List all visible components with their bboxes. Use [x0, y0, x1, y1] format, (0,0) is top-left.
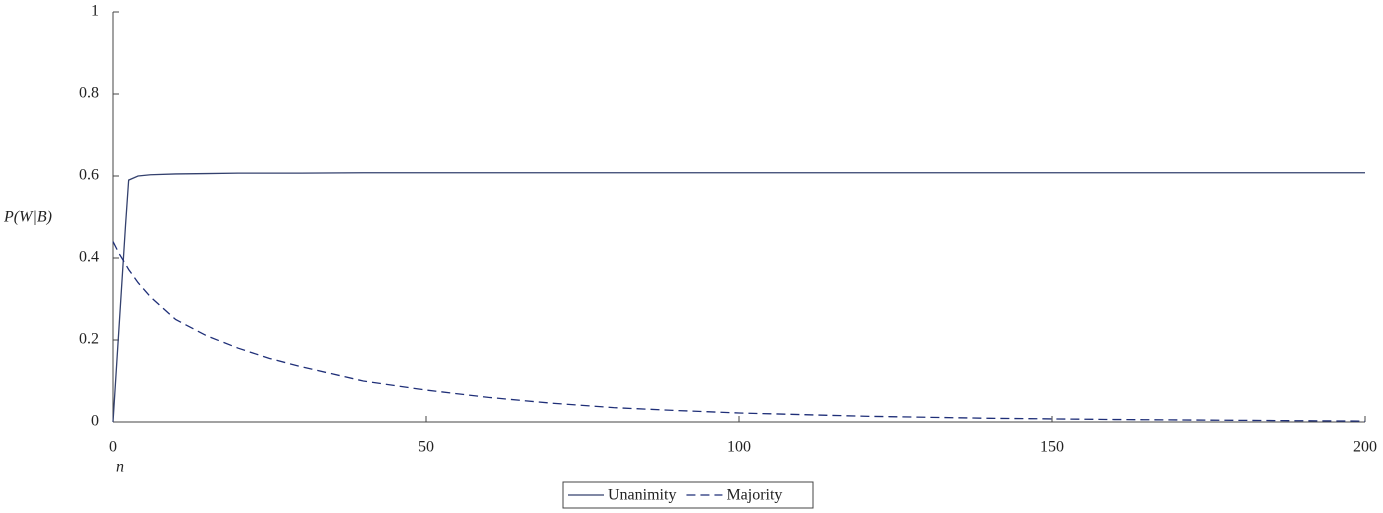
- y-axis-label: P(W|B): [3, 209, 52, 226]
- x-tick-label: 100: [727, 439, 751, 456]
- legend: Unanimity Majority: [562, 481, 814, 509]
- y-tick-label: 0.6: [79, 167, 99, 184]
- y-tick-label: 0.2: [79, 331, 99, 348]
- y-tick-label: 1: [91, 3, 99, 20]
- x-tick-label: 150: [1040, 439, 1064, 456]
- legend-label: Unanimity: [608, 487, 676, 504]
- legend-label: Majority: [726, 487, 782, 504]
- x-tick-label: 50: [418, 439, 434, 456]
- line: [112, 241, 1366, 422]
- y-tick-label: 0.8: [79, 85, 99, 102]
- y-tick-label: 0: [91, 413, 99, 430]
- y-tick-label: 0.4: [79, 249, 99, 266]
- line: [112, 172, 1365, 423]
- x-tick-label: 200: [1353, 439, 1377, 456]
- x-axis-label: n: [116, 459, 124, 476]
- x-tick-label: 0: [109, 439, 117, 456]
